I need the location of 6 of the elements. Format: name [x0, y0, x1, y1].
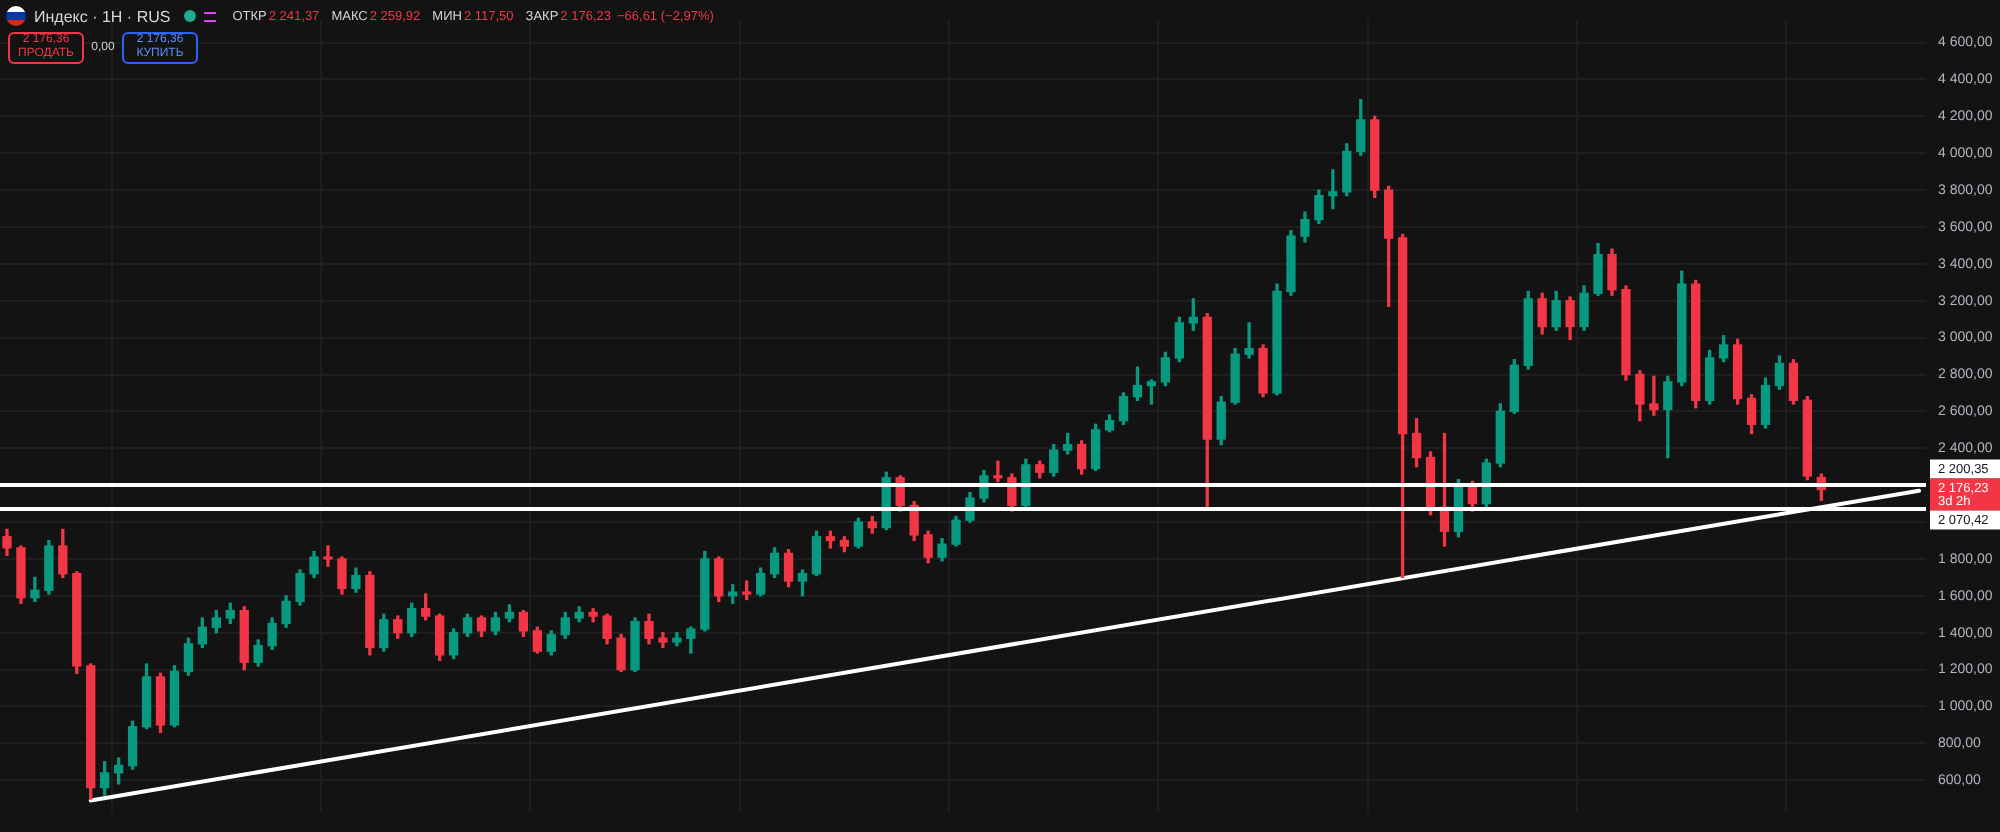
- candlestick: [1244, 322, 1254, 359]
- candlestick: [1328, 169, 1338, 210]
- candlestick: [323, 545, 333, 567]
- candlestick: [993, 460, 1003, 483]
- candlestick: [1649, 375, 1659, 416]
- chart-title: Индекс · 1H · RUS: [34, 7, 171, 25]
